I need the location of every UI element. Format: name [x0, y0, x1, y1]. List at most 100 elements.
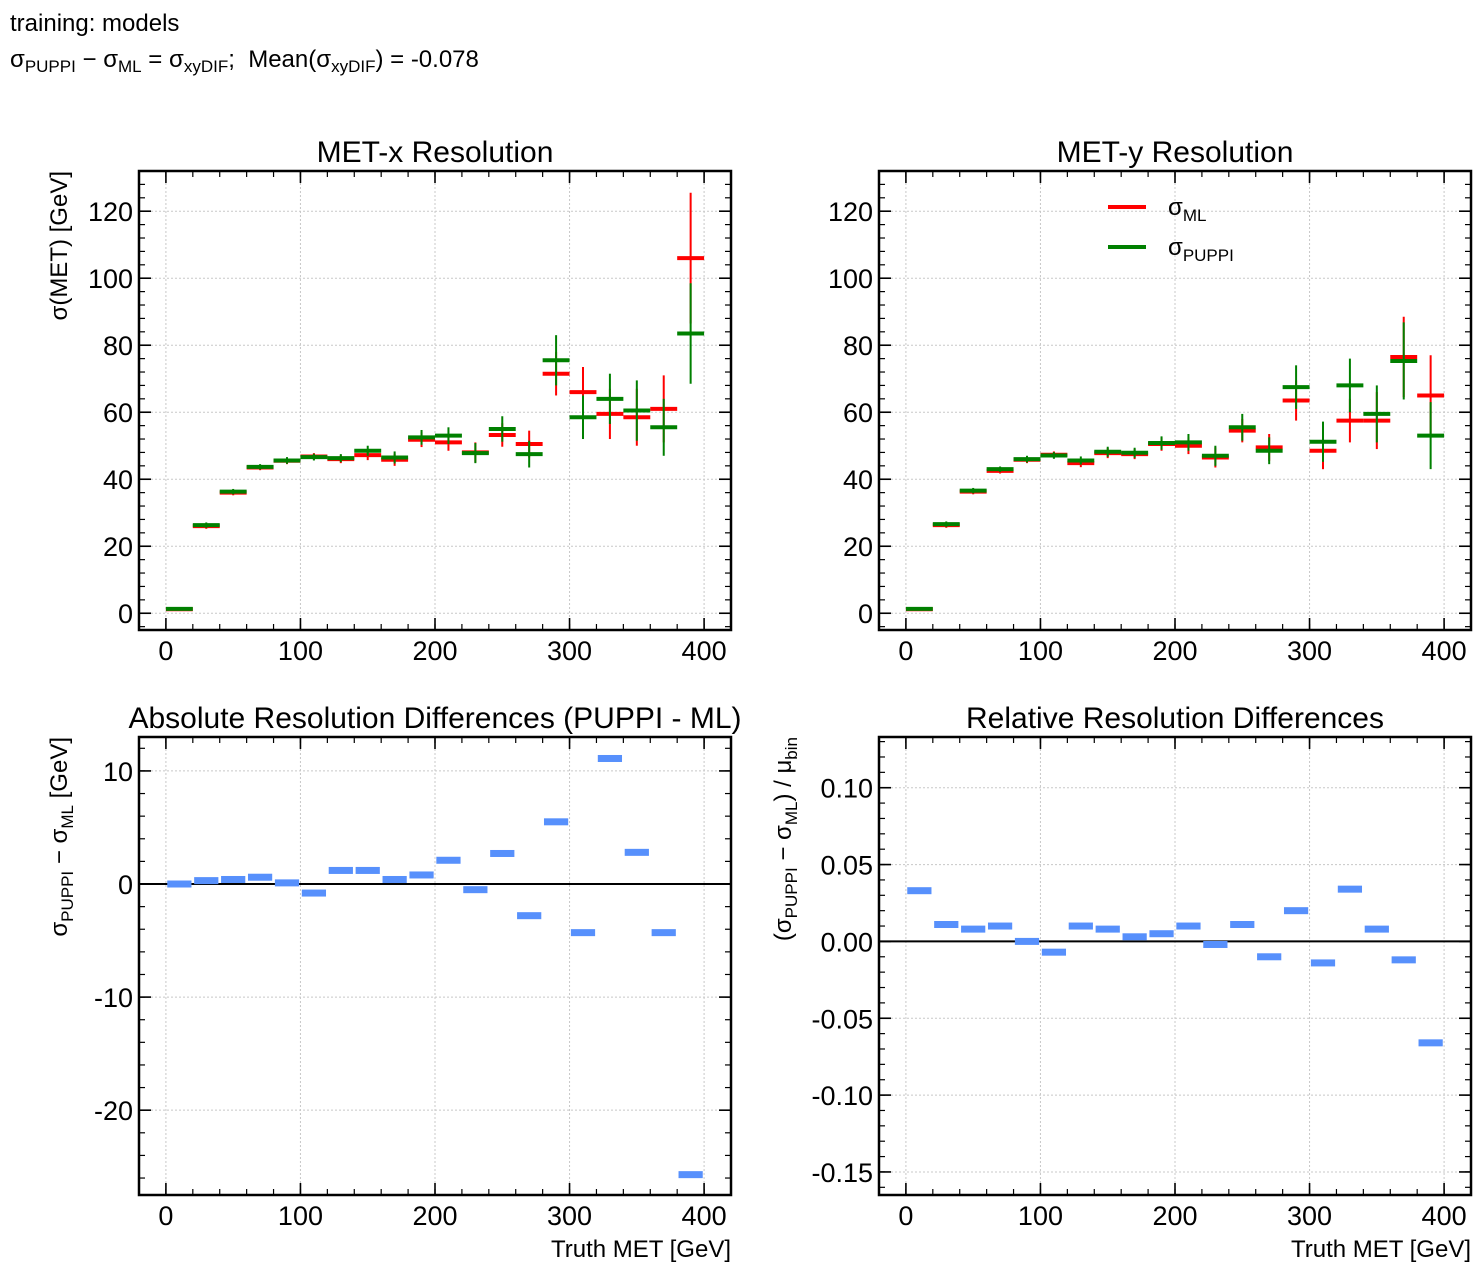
- diff-marker: [961, 925, 986, 933]
- y-tick-label: 120: [88, 197, 133, 227]
- diff-marker: [490, 849, 515, 857]
- diff-marker: [1257, 953, 1282, 961]
- diff-marker: [1095, 925, 1120, 933]
- series-1: [165, 283, 705, 611]
- x-axis-label: Truth MET [GeV]: [1291, 1236, 1471, 1263]
- x-tick-label: 0: [898, 636, 913, 666]
- diff-marker: [355, 866, 380, 874]
- figure-header: training: models σPUPPI − σML = σxyDIF; …: [10, 6, 479, 85]
- x-tick-label: 200: [412, 636, 457, 666]
- diff-marker: [194, 877, 219, 885]
- diff-marker: [517, 912, 542, 920]
- diff-marker: [1391, 956, 1416, 964]
- diff-marker: [543, 818, 569, 826]
- plot-frame: [137, 735, 733, 1197]
- diff-marker: [1068, 922, 1093, 930]
- diff-marker: [1203, 940, 1228, 948]
- diff-marker: [436, 856, 461, 864]
- diff-marker: [1310, 959, 1336, 967]
- diff-marker: [463, 886, 488, 894]
- x-tick-label: 100: [278, 1201, 323, 1231]
- y-tick-label: 80: [103, 331, 133, 361]
- y-tick-label: 10: [103, 757, 133, 787]
- diff-marker: [301, 889, 327, 897]
- y-tick-label: -0.15: [811, 1158, 873, 1188]
- y-tick-label: 0.05: [820, 851, 873, 881]
- x-tick-label: 100: [1018, 1201, 1063, 1231]
- y-axis-label: σ(MET) [GeV]: [46, 171, 73, 320]
- x-tick-label: 200: [1152, 636, 1197, 666]
- diff-marker: [1230, 921, 1255, 929]
- diff-marker: [1176, 922, 1201, 930]
- chart-title: Relative Resolution Differences: [966, 702, 1384, 735]
- diff-marker: [651, 929, 676, 937]
- series-0: [167, 754, 703, 1179]
- diff-marker: [570, 929, 596, 937]
- y-tick-label: 40: [843, 465, 873, 495]
- y-tick-label: -0.05: [811, 1004, 873, 1034]
- diff-marker: [167, 880, 192, 888]
- x-tick-label: 0: [158, 1201, 173, 1231]
- diff-marker: [624, 848, 649, 856]
- diff-marker: [907, 887, 932, 895]
- y-tick-label: 120: [828, 197, 873, 227]
- chart-panel-met-x: 0 100 200 300 400 0 20 40 60 80 100 120 MET-x Resolu…: [46, 136, 733, 666]
- legend: σML σPUPPI: [1108, 194, 1234, 265]
- chart-panel-met-y: 0 100 200 300 400 0 20 40 60 80 100 120 MET-y Resolu…: [828, 136, 1473, 666]
- y-tick-label: 0: [118, 870, 133, 900]
- x-tick-label: 200: [1152, 1201, 1197, 1231]
- diff-marker: [1149, 930, 1174, 938]
- legend-label: σPUPPI: [1168, 234, 1234, 265]
- diff-marker: [409, 871, 434, 879]
- chart-panel-abs-diff: 0 100 200 300 400 -20 -10 0 10 Absolute Resolutio…: [46, 702, 742, 1263]
- y-tick-label: 0.10: [820, 774, 873, 804]
- training-label: training: models: [10, 10, 180, 37]
- x-tick-label: 300: [547, 636, 592, 666]
- y-tick-label: 80: [843, 331, 873, 361]
- x-tick-label: 400: [682, 1201, 727, 1231]
- y-tick-label: -20: [94, 1096, 133, 1126]
- legend-label: σML: [1168, 194, 1206, 225]
- chart-panel-rel-diff: 0 100 200 300 400 -0.15 -0.10 -0.05 0.00 0.05 0.10…: [770, 702, 1473, 1263]
- y-tick-label: 100: [88, 264, 133, 294]
- y-tick-label: -10: [94, 983, 133, 1013]
- y-tick-label: 40: [103, 465, 133, 495]
- y-axis-label: σPUPPI − σML [GeV]: [46, 737, 77, 937]
- diff-marker: [1014, 937, 1040, 945]
- y-tick-label: 60: [103, 398, 133, 428]
- diff-marker: [987, 922, 1013, 930]
- x-tick-label: 0: [158, 636, 173, 666]
- diff-marker: [678, 1171, 703, 1179]
- mean-formula: σPUPPI − σML = σxyDIF; Mean(σxyDIF) = -0…: [10, 46, 479, 76]
- x-tick-label: 300: [1287, 1201, 1332, 1231]
- y-tick-label: 0: [118, 599, 133, 629]
- y-tick-label: -0.10: [811, 1081, 873, 1111]
- diff-marker: [382, 875, 407, 883]
- chart-title: Absolute Resolution Differences (PUPPI -…: [128, 702, 741, 735]
- diff-marker: [1041, 948, 1067, 956]
- y-tick-label: 20: [103, 532, 133, 562]
- plot-frame: [877, 735, 1473, 1197]
- x-tick-label: 400: [1422, 1201, 1467, 1231]
- x-tick-label: 400: [682, 636, 727, 666]
- diff-marker: [1418, 1039, 1443, 1047]
- x-tick-label: 300: [547, 1201, 592, 1231]
- diff-marker: [1337, 885, 1363, 893]
- x-tick-label: 200: [412, 1201, 457, 1231]
- diff-marker: [1364, 925, 1389, 933]
- series-0: [907, 885, 1443, 1047]
- x-tick-label: 300: [1287, 636, 1332, 666]
- diff-marker: [1283, 907, 1309, 915]
- chart-title: MET-x Resolution: [317, 136, 554, 169]
- x-tick-label: 400: [1422, 636, 1467, 666]
- y-tick-label: 60: [843, 398, 873, 428]
- diff-marker: [247, 873, 273, 881]
- diff-marker: [274, 879, 300, 887]
- mean-value: -0.078: [410, 46, 479, 73]
- y-tick-label: 0: [858, 599, 873, 629]
- diff-marker: [328, 866, 353, 874]
- y-tick-label: 20: [843, 532, 873, 562]
- diff-marker: [1122, 933, 1147, 941]
- diff-marker: [221, 875, 246, 883]
